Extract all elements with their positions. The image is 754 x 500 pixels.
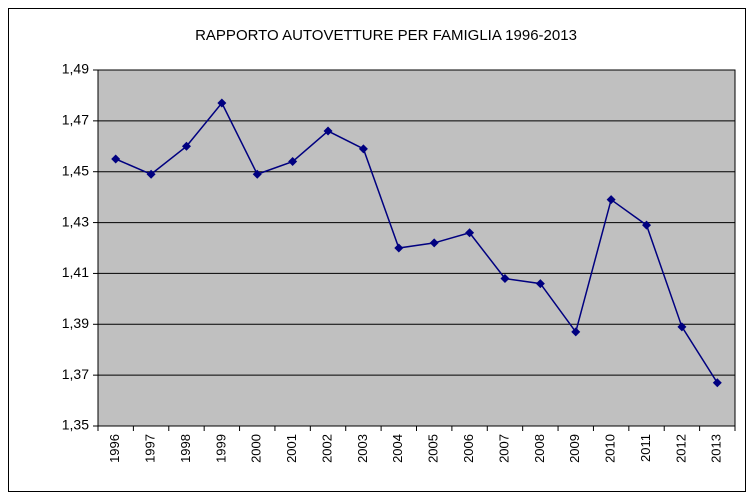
line: [115, 101, 718, 384]
x-tick-label: 2005: [426, 434, 441, 463]
marker: [465, 228, 475, 238]
marker: [288, 157, 298, 167]
x-tick-label: 2008: [532, 434, 547, 463]
x-tick-label: 2006: [461, 434, 476, 463]
marker: [217, 98, 227, 108]
x-tick-label: 2003: [355, 434, 370, 463]
marker: [429, 238, 439, 248]
x-tick-label: 2009: [567, 434, 582, 463]
x-tick-label: 2013: [709, 434, 724, 463]
x-tick-label: 2010: [603, 434, 618, 463]
marker: [606, 195, 616, 205]
y-tick-label: 1,49: [62, 61, 89, 77]
y-tick-label: 1,37: [62, 366, 89, 382]
x-tick-label: 2007: [496, 434, 511, 463]
marker: [677, 322, 687, 332]
marker: [394, 243, 404, 253]
chart-title: RAPPORTO AUTOVETTURE PER FAMIGLIA 1996-2…: [195, 27, 577, 44]
marker: [323, 126, 333, 136]
x-tick-label: 1996: [107, 434, 122, 463]
y-tick-label: 1,41: [62, 264, 89, 280]
x-tick-label: 2012: [673, 434, 688, 463]
marker: [146, 169, 156, 179]
x-tick-label: 2001: [284, 434, 299, 463]
x-tick-label: 2004: [390, 434, 405, 463]
marker: [535, 279, 545, 289]
x-tick-label: 1999: [213, 434, 228, 463]
x-tick-label: 2002: [319, 434, 334, 463]
marker: [500, 274, 510, 284]
y-tick-label: 1,47: [62, 112, 89, 128]
y-tick-label: 1,45: [62, 162, 89, 178]
marker: [712, 378, 722, 388]
marker: [252, 169, 262, 179]
marker: [358, 144, 368, 154]
x-tick-label: 2000: [249, 434, 264, 463]
x-tick-label: 2011: [638, 434, 653, 462]
y-tick-label: 1,35: [62, 417, 89, 433]
marker: [181, 141, 191, 151]
y-tick-label: 1,43: [62, 213, 89, 229]
x-tick-label: 1997: [143, 434, 158, 463]
y-tick-label: 1,39: [62, 315, 89, 331]
x-tick-label: 1998: [178, 434, 193, 463]
marker: [111, 154, 121, 164]
plot-area: [98, 70, 735, 426]
marker: [571, 327, 581, 337]
marker: [642, 220, 652, 230]
